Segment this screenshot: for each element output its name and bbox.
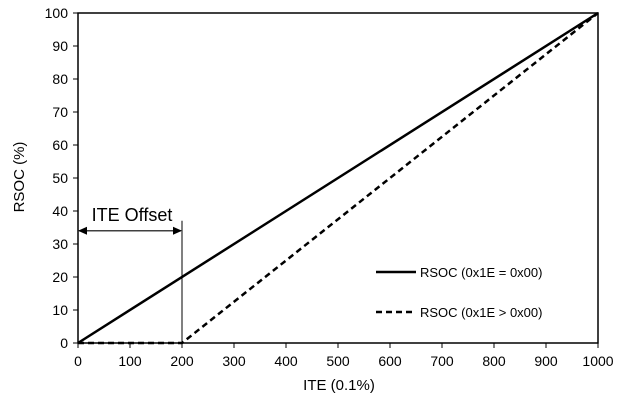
- x-tick-label: 900: [534, 353, 558, 369]
- x-tick-label: 100: [118, 353, 142, 369]
- x-tick-label: 400: [274, 353, 298, 369]
- y-tick-label: 60: [52, 137, 68, 153]
- chart-legend: RSOC (0x1E = 0x00) RSOC (0x1E > 0x00): [376, 265, 542, 320]
- y-tick-label: 10: [52, 302, 68, 318]
- x-tick-label: 0: [74, 353, 82, 369]
- y-tick-label: 100: [45, 5, 69, 21]
- x-tick-label: 800: [482, 353, 506, 369]
- series-line-1: [77, 11, 599, 345]
- legend-label-1: RSOC (0x1E = 0x00): [420, 265, 542, 280]
- y-tick-label: 0: [60, 335, 68, 351]
- x-tick-label: 500: [326, 353, 350, 369]
- offset-arrow-head-right: [173, 226, 182, 235]
- offset-annotation-label: ITE Offset: [92, 205, 173, 225]
- chart-annotation: ITE Offset: [78, 205, 183, 343]
- y-tick-label: 70: [52, 104, 68, 120]
- y-tick-label: 40: [52, 203, 68, 219]
- chart-series: [77, 11, 599, 345]
- x-tick-label: 1000: [582, 353, 613, 369]
- y-tick-label: 30: [52, 236, 68, 252]
- legend-label-2: RSOC (0x1E > 0x00): [420, 305, 542, 320]
- x-tick-label: 700: [430, 353, 454, 369]
- x-tick-label: 600: [378, 353, 402, 369]
- offset-arrow-head-left: [78, 226, 87, 235]
- y-tick-label: 90: [52, 38, 68, 54]
- y-tick-label: 80: [52, 71, 68, 87]
- x-tick-label: 200: [170, 353, 194, 369]
- y-axis-title: RSOC (%): [11, 142, 28, 213]
- y-tick-label: 20: [52, 269, 68, 285]
- y-tick-label: 50: [52, 170, 68, 186]
- x-axis-title: ITE (0.1%): [303, 377, 375, 394]
- x-tick-label: 300: [222, 353, 246, 369]
